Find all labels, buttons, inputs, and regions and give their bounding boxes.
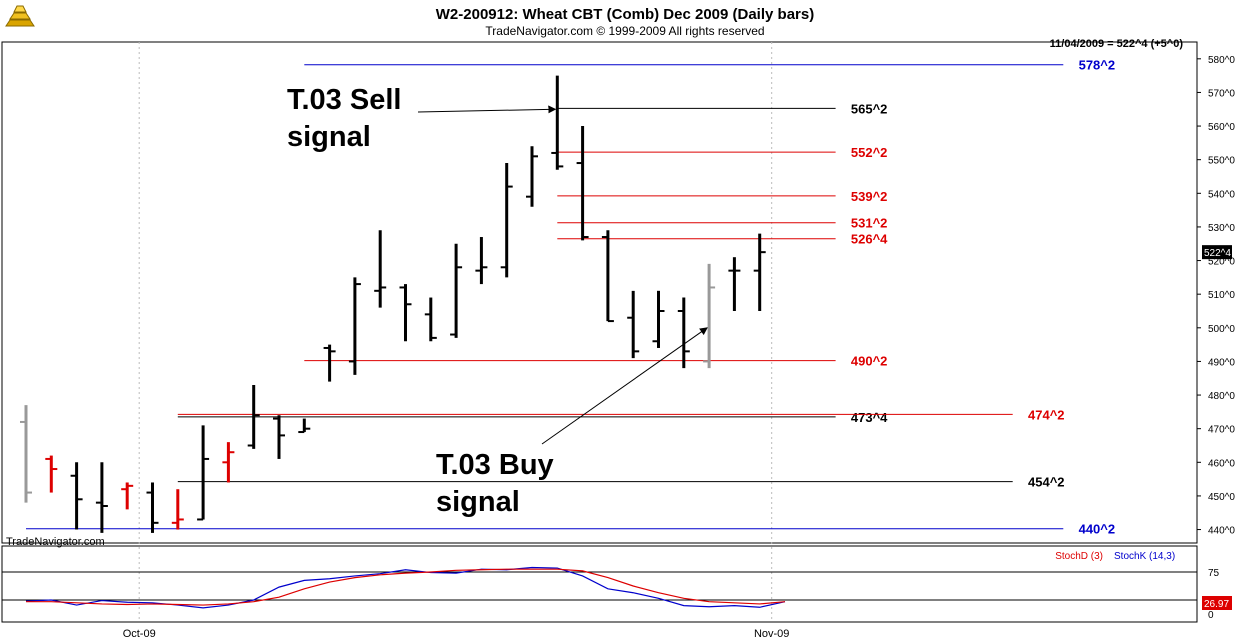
ohlc-bar: [45, 455, 58, 493]
last-price-tag: [1202, 245, 1232, 260]
ohlc-bar: [399, 284, 412, 342]
y-tick-label: 580^0: [1208, 55, 1235, 66]
y-tick-label: 490^0: [1208, 357, 1235, 368]
oscillator-tick-label: 0: [1208, 610, 1214, 621]
stoch-d-line: [26, 568, 786, 606]
y-tick-label: 500^0: [1208, 324, 1235, 335]
ohlc-bar: [121, 482, 134, 510]
level-label: 474^2: [1028, 407, 1065, 422]
level-label: 526^4: [851, 232, 888, 247]
annotation-arrow: [417, 105, 557, 114]
ohlc-bar: [273, 415, 285, 459]
ohlc-bar: [20, 405, 32, 503]
annotation-arrow: [541, 327, 708, 445]
oscillator-layer: 75 0 StochD (3) StochK (14,3) 26.97: [2, 551, 1232, 621]
ohlc-bar: [703, 263, 716, 369]
level-label: 531^2: [851, 216, 888, 231]
price-panel-frame: [1, 41, 1198, 544]
ohlc-bar: [753, 233, 766, 311]
level-label: 578^2: [1079, 58, 1116, 73]
level-label: 552^2: [851, 145, 888, 160]
ohlc-bar: [551, 75, 564, 170]
annotation-text: signal: [436, 486, 520, 518]
level-label: 473^4: [851, 410, 888, 425]
legend-stoch-k: StochK (14,3): [1114, 551, 1175, 562]
ohlc-bar: [222, 442, 235, 483]
ohlc-bar: [450, 243, 463, 338]
bars-layer: [20, 75, 766, 533]
y-tick-label: 570^0: [1208, 88, 1235, 99]
y-tick-label: 530^0: [1208, 223, 1235, 234]
annotation-text: T.03 Buy: [436, 449, 554, 481]
y-tick-label: 550^0: [1208, 156, 1235, 167]
y-tick-label: 460^0: [1208, 458, 1235, 469]
ohlc-bar: [475, 237, 488, 285]
ohlc-bar: [298, 418, 311, 434]
y-tick-label: 480^0: [1208, 391, 1235, 402]
legend-stoch-d: StochD (3): [1055, 551, 1103, 562]
ohlc-bar: [728, 257, 741, 311]
watermark: TradeNavigator.com: [6, 536, 105, 548]
y-tick-label: 440^0: [1208, 526, 1235, 537]
x-tick-label: Nov-09: [754, 628, 789, 640]
ohlc-bar: [197, 425, 210, 521]
annotations-layer: T.03 Sell signal T.03 Buy signal: [287, 84, 708, 518]
y-tick-label: 510^0: [1208, 290, 1235, 301]
level-label: 454^2: [1028, 475, 1065, 490]
y-tick-label: 470^0: [1208, 425, 1235, 436]
oscillator-tick-label: 75: [1208, 568, 1220, 579]
ohlc-bar: [576, 126, 589, 241]
level-label: 440^2: [1079, 522, 1116, 537]
ohlc-bar: [70, 462, 83, 530]
ohlc-bar: [374, 230, 387, 308]
ohlc-bar: [247, 384, 260, 449]
annotation-text: signal: [287, 121, 371, 153]
ohlc-bar: [627, 290, 640, 359]
level-label: 565^2: [851, 101, 888, 116]
level-label: 539^2: [851, 189, 888, 204]
ohlc-bar: [424, 297, 437, 342]
y-tick-label: 560^0: [1208, 122, 1235, 133]
gold-bars-icon: [5, 5, 35, 27]
chart-subtitle: TradeNavigator.com © 1999-2009 All right…: [485, 24, 764, 38]
ohlc-bar: [601, 230, 614, 323]
oscillator-last-label: 26.97: [1204, 599, 1229, 610]
ohlc-bar: [146, 482, 159, 533]
oscillator-last-tag: [1202, 596, 1232, 610]
y-tick-label: 520^0: [1208, 257, 1235, 268]
last-price-label: 522^4: [1204, 248, 1231, 259]
annotation-text: T.03 Sell: [287, 84, 401, 116]
ohlc-bar: [95, 462, 108, 533]
ohlc-bar: [323, 344, 336, 382]
ohlc-bar: [171, 489, 184, 530]
ohlc-bar: [500, 163, 513, 278]
stoch-k-line: [25, 566, 786, 609]
y-tick-label: 450^0: [1208, 492, 1235, 503]
axes-layer: Oct-09Nov-09Dec-09440^0450^0460^0470^048…: [1, 41, 1235, 640]
level-label: 490^2: [851, 354, 888, 369]
oscillator-panel-frame: [1, 545, 1198, 623]
quote-readout: 11/04/2009 = 522^4 (+5^0): [1050, 38, 1184, 50]
ohlc-bar: [526, 146, 538, 207]
x-tick-label: Oct-09: [123, 628, 156, 640]
ohlc-bar: [348, 277, 361, 375]
y-tick-label: 540^0: [1208, 189, 1235, 200]
chart-title: W2-200912: Wheat CBT (Comb) Dec 2009 (Da…: [436, 6, 814, 23]
ohlc-bar: [652, 290, 665, 348]
ohlc-bar: [677, 297, 690, 369]
